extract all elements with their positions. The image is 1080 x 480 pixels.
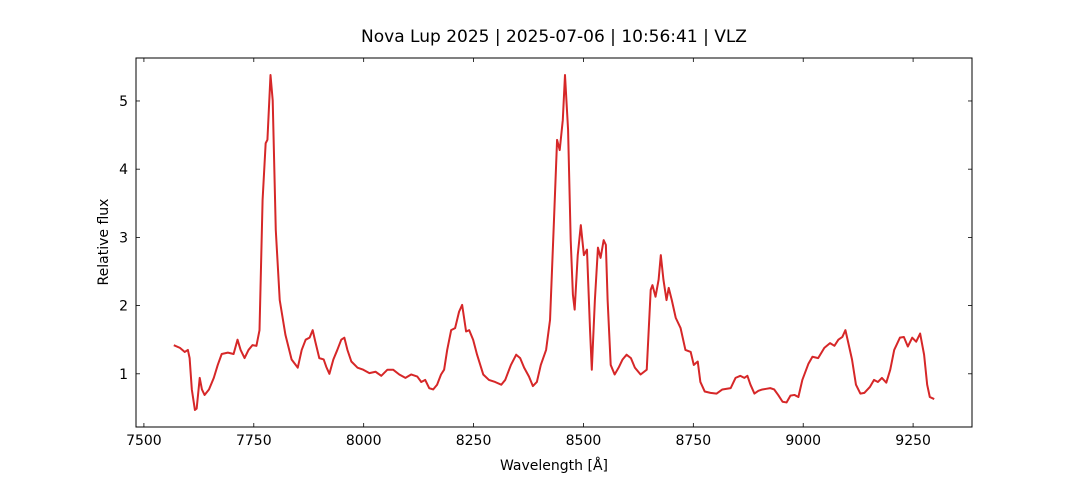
y-tick-label: 1 [119, 367, 128, 383]
x-tick-label: 9000 [785, 433, 821, 449]
x-tick-label: 8750 [676, 433, 712, 449]
x-tick-label: 8250 [456, 433, 492, 449]
x-tick-label: 8500 [566, 433, 602, 449]
spectrum-line [173, 74, 935, 411]
x-axis-label: Wavelength [Å] [500, 457, 608, 474]
y-axis-label: Relative flux [96, 199, 112, 286]
y-tick-label: 5 [119, 94, 128, 110]
chart-title: Nova Lup 2025 | 2025-07-06 | 10:56:41 | … [361, 27, 747, 47]
y-tick-label: 2 [119, 299, 128, 315]
x-tick-label: 8000 [346, 433, 382, 449]
x-tick-label: 7500 [126, 433, 162, 449]
y-tick-label: 3 [119, 230, 128, 246]
x-tick-label: 7750 [236, 433, 272, 449]
y-tick-label: 4 [119, 162, 128, 178]
plot-frame [135, 57, 973, 428]
x-tick-label: 9250 [895, 433, 931, 449]
